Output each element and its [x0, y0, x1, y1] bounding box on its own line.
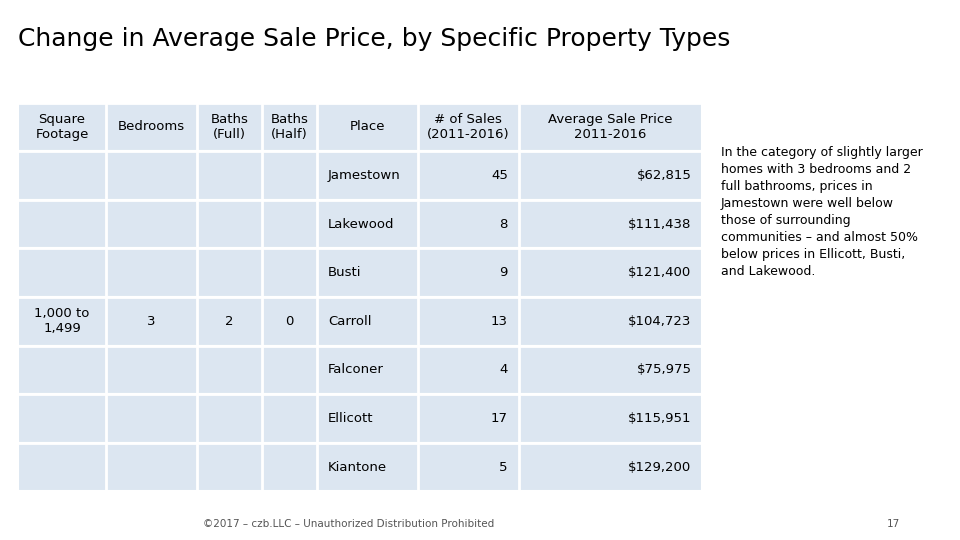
Text: 5: 5 [499, 461, 508, 474]
Text: Square
Footage: Square Footage [36, 113, 88, 141]
Text: $111,438: $111,438 [628, 218, 691, 231]
Text: In the category of slightly larger
homes with 3 bedrooms and 2
full bathrooms, p: In the category of slightly larger homes… [721, 146, 923, 278]
Text: 3: 3 [147, 315, 156, 328]
FancyBboxPatch shape [18, 443, 703, 491]
Text: 17: 17 [491, 412, 508, 425]
FancyBboxPatch shape [18, 248, 703, 297]
Text: 13: 13 [491, 315, 508, 328]
Text: # of Sales
(2011-2016): # of Sales (2011-2016) [427, 113, 510, 141]
FancyBboxPatch shape [18, 151, 703, 200]
FancyBboxPatch shape [18, 297, 703, 346]
Text: Carroll: Carroll [327, 315, 372, 328]
Text: Kiantone: Kiantone [327, 461, 387, 474]
FancyBboxPatch shape [18, 394, 703, 443]
Text: Bedrooms: Bedrooms [118, 120, 185, 133]
Text: $62,815: $62,815 [636, 169, 691, 182]
Text: Baths
(Full): Baths (Full) [210, 113, 249, 141]
Text: 2: 2 [226, 315, 234, 328]
Text: Lakewood: Lakewood [327, 218, 395, 231]
Text: 17: 17 [887, 519, 900, 529]
FancyBboxPatch shape [18, 200, 703, 248]
Text: Jamestown: Jamestown [327, 169, 400, 182]
Text: $75,975: $75,975 [636, 363, 691, 376]
FancyBboxPatch shape [18, 346, 703, 394]
Text: $129,200: $129,200 [628, 461, 691, 474]
Text: ©2017 – czb.LLC – Unauthorized Distribution Prohibited: ©2017 – czb.LLC – Unauthorized Distribut… [204, 519, 494, 529]
Text: $121,400: $121,400 [628, 266, 691, 279]
Text: Average Sale Price
2011-2016: Average Sale Price 2011-2016 [548, 113, 673, 141]
Text: Ellicott: Ellicott [327, 412, 373, 425]
FancyBboxPatch shape [18, 103, 703, 151]
Text: 9: 9 [499, 266, 508, 279]
Text: $115,951: $115,951 [628, 412, 691, 425]
Text: 4: 4 [499, 363, 508, 376]
Text: Falconer: Falconer [327, 363, 384, 376]
Text: $104,723: $104,723 [628, 315, 691, 328]
Text: 8: 8 [499, 218, 508, 231]
Text: 1,000 to
1,499: 1,000 to 1,499 [35, 307, 89, 335]
Text: Busti: Busti [327, 266, 361, 279]
Text: 0: 0 [285, 315, 294, 328]
Text: Baths
(Half): Baths (Half) [271, 113, 308, 141]
Text: Place: Place [349, 120, 385, 133]
Text: 45: 45 [491, 169, 508, 182]
Text: Change in Average Sale Price, by Specific Property Types: Change in Average Sale Price, by Specifi… [18, 27, 731, 51]
